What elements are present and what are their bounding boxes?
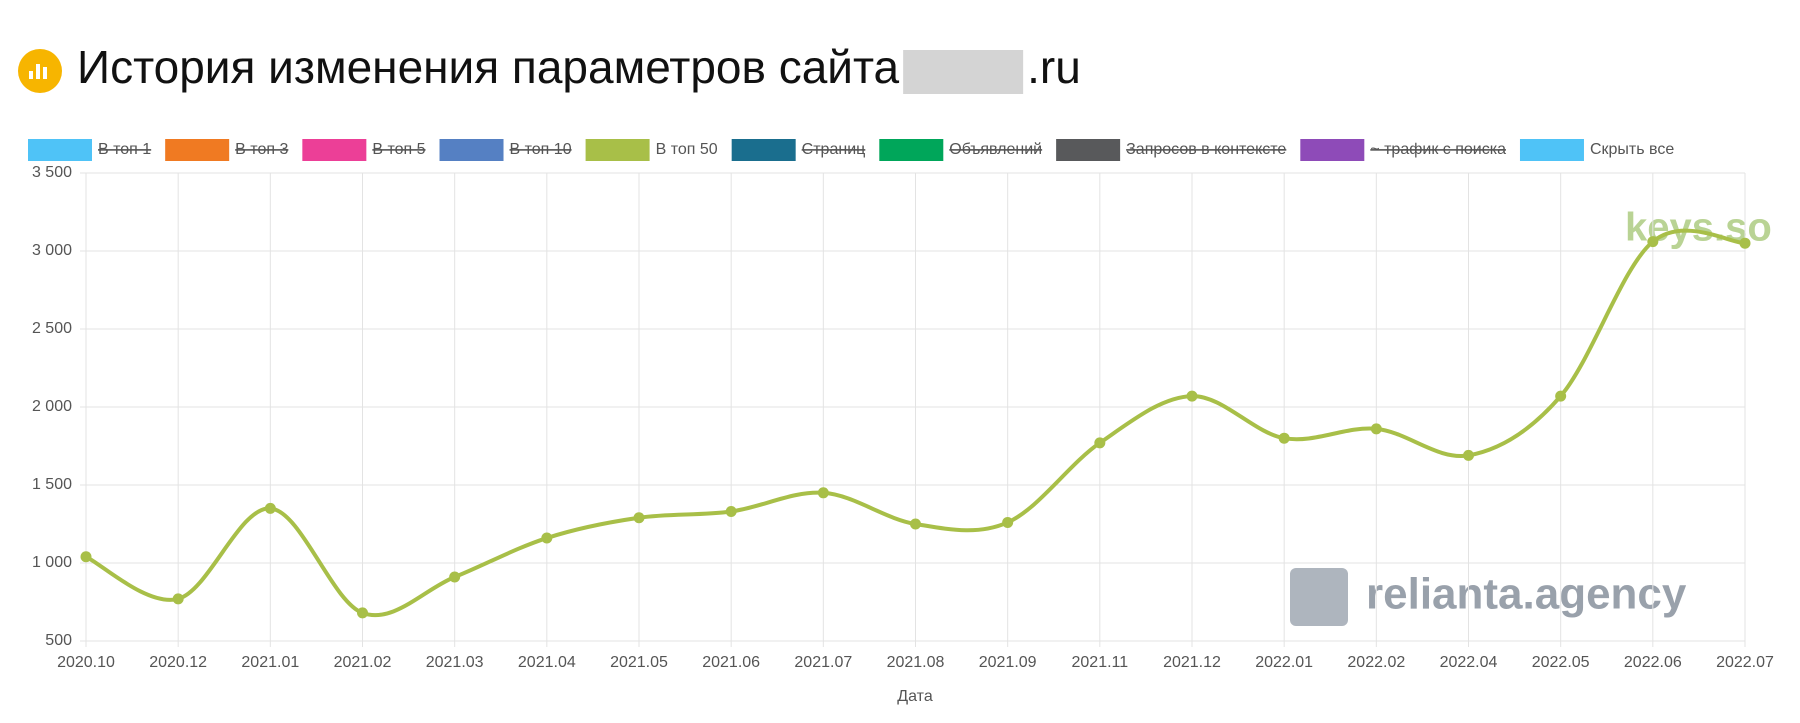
icon-bar [36, 64, 40, 79]
legend-entry-swatch[interactable] [879, 139, 944, 161]
hide-all-button-swatch[interactable] [1519, 139, 1584, 161]
legend-entry-swatch[interactable] [302, 139, 367, 161]
hide-all-button[interactable]: Скрыть все [1590, 141, 1674, 158]
x-tick-label: 2020.12 [149, 654, 207, 671]
y-tick-label: 1 000 [32, 554, 72, 571]
chart-title: История изменения параметров сайта [77, 41, 900, 93]
icon-bar [43, 67, 47, 79]
legend-entry[interactable]: В топ 50 [656, 141, 718, 158]
x-tick-label: 2021.02 [334, 654, 392, 671]
x-tick-label: 2021.08 [887, 654, 945, 671]
data-point [633, 512, 645, 524]
legend-entry[interactable]: В топ 10 [510, 141, 572, 158]
data-point [264, 502, 276, 514]
data-point [1278, 432, 1290, 444]
y-tick-label: 500 [45, 632, 72, 649]
watermark: relianta.agency [1366, 570, 1687, 619]
data-point [1647, 236, 1659, 248]
data-point [1094, 437, 1106, 449]
data-point [1186, 390, 1198, 402]
title-suffix: .ru [1027, 41, 1081, 93]
watermark-logo [1290, 568, 1348, 626]
icon-bar [29, 71, 33, 79]
x-tick-label: 2021.04 [518, 654, 576, 671]
data-point [357, 607, 368, 619]
legend-entry[interactable]: Запросов в контексте [1126, 141, 1286, 158]
data-point [1370, 423, 1382, 435]
data-point [1739, 237, 1751, 249]
data-point [80, 551, 92, 563]
x-tick-label: 2022.07 [1716, 654, 1774, 671]
legend-entry-swatch[interactable] [165, 139, 230, 161]
x-tick-label: 2021.03 [426, 654, 484, 671]
legend-entry[interactable]: В топ 3 [235, 141, 288, 158]
x-tick-label: 2021.12 [1163, 654, 1221, 671]
blurred-domain [903, 50, 1024, 94]
legend-entry-swatch[interactable] [1056, 139, 1121, 161]
data-point [172, 593, 184, 605]
data-point [1555, 390, 1567, 402]
y-tick-label: 2 000 [32, 398, 72, 415]
data-point [1463, 449, 1474, 461]
data-point [817, 487, 829, 499]
x-tick-label: 2021.05 [610, 654, 668, 671]
y-tick-label: 1 500 [32, 476, 72, 493]
data-point [725, 506, 737, 518]
x-tick-label: 2022.02 [1347, 654, 1405, 671]
data-point [910, 518, 921, 530]
x-tick-label: 2022.01 [1255, 654, 1313, 671]
legend-entry-swatch[interactable] [1300, 139, 1365, 161]
legend-entry[interactable]: ~ трафик с поиска [1370, 141, 1506, 158]
y-tick-label: 2 500 [32, 320, 72, 337]
x-tick-label: 2022.04 [1440, 654, 1498, 671]
legend-entry[interactable]: Страниц [802, 141, 866, 158]
data-point [1002, 516, 1014, 528]
y-tick-label: 3 500 [32, 164, 72, 181]
legend-entry-swatch[interactable] [585, 139, 650, 161]
x-tick-label: 2021.06 [702, 654, 760, 671]
x-axis-label: Дата [897, 688, 933, 705]
legend-entry-swatch[interactable] [439, 139, 504, 161]
data-point [449, 571, 461, 583]
data-point [541, 532, 553, 544]
legend-entry-swatch[interactable] [28, 139, 92, 161]
x-tick-label: 2022.05 [1532, 654, 1590, 671]
x-tick-label: 2021.11 [1072, 654, 1129, 671]
legend-entry[interactable]: В топ 5 [372, 141, 425, 158]
y-tick-label: 3 000 [32, 242, 72, 259]
legend-entry-swatch[interactable] [731, 139, 796, 161]
legend-entry[interactable]: В топ 1 [98, 141, 151, 158]
x-tick-label: 2021.01 [241, 654, 299, 671]
x-tick-label: 2022.06 [1624, 654, 1682, 671]
x-tick-label: 2021.09 [979, 654, 1037, 671]
x-tick-label: 2021.07 [794, 654, 852, 671]
legend-entry[interactable]: Объявлений [949, 141, 1042, 158]
x-tick-label: 2020.10 [57, 654, 115, 671]
